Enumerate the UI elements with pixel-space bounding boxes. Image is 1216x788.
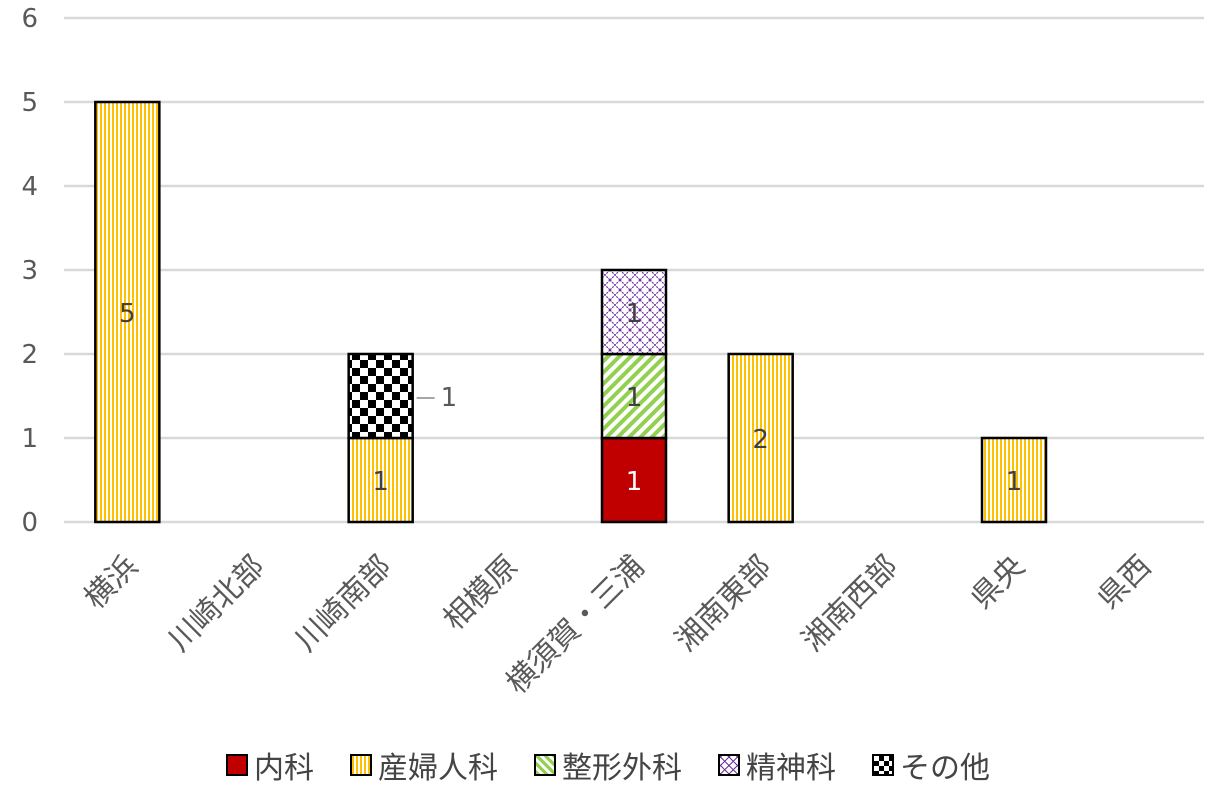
legend-swatch (534, 754, 556, 776)
y-tick-label: 2 (21, 340, 38, 370)
bars (94, 100, 1048, 524)
legend-label: 産婦人科 (378, 751, 498, 786)
legend-swatch (350, 754, 372, 776)
data-label: 1 (626, 467, 643, 497)
y-tick-label: 1 (21, 424, 38, 454)
bar-segment (600, 436, 668, 524)
legend-item: 産婦人科 (350, 743, 498, 787)
bar-segment (980, 436, 1048, 524)
legend-label: 精神科 (746, 751, 836, 786)
y-tick-label: 3 (21, 256, 38, 286)
legend-swatch (872, 754, 894, 776)
legend-item: 整形外科 (534, 743, 682, 787)
legend-label: 内科 (254, 751, 314, 786)
bar-segment (347, 436, 414, 524)
legend: 内科 産婦人科 整形外科 精神科 その他 (0, 742, 1216, 788)
x-tick-label: 川崎北部 (162, 549, 272, 659)
legend-label: その他 (900, 751, 990, 786)
bar-segment (94, 100, 161, 524)
y-axis-ticks: 0 1 2 3 4 5 6 (21, 4, 38, 538)
x-tick-label: 県西 (1091, 549, 1158, 616)
bar-segment (347, 352, 414, 440)
legend-swatch (226, 754, 248, 776)
data-label: 5 (119, 299, 136, 329)
data-label: 1 (441, 383, 458, 413)
legend-label: 整形外科 (562, 751, 682, 786)
bar-segment (600, 352, 668, 440)
y-tick-label: 6 (21, 4, 38, 34)
data-labels: 5 1 1 1 1 1 2 1 (119, 299, 1022, 497)
x-tick-label: 相模原 (437, 549, 525, 637)
data-label: 1 (626, 383, 643, 413)
data-label: 1 (372, 467, 389, 497)
legend-item: その他 (872, 743, 990, 787)
y-tick-label: 0 (21, 508, 38, 538)
x-tick-label: 湘南西部 (795, 549, 905, 659)
bar-segment (600, 268, 668, 356)
legend-item: 内科 (226, 743, 314, 787)
x-tick-label: 横浜 (78, 549, 145, 616)
data-label: 1 (1006, 467, 1023, 497)
x-tick-label: 川崎南部 (289, 549, 399, 659)
x-tick-label: 県央 (964, 549, 1031, 616)
bar-segment (727, 352, 794, 524)
legend-swatch (718, 754, 740, 776)
x-tick-label: 湘南東部 (669, 549, 779, 659)
data-label: 1 (626, 299, 643, 329)
data-label: 2 (752, 425, 769, 455)
legend-item: 精神科 (718, 743, 836, 787)
y-tick-label: 4 (21, 172, 38, 202)
y-tick-label: 5 (21, 88, 38, 118)
